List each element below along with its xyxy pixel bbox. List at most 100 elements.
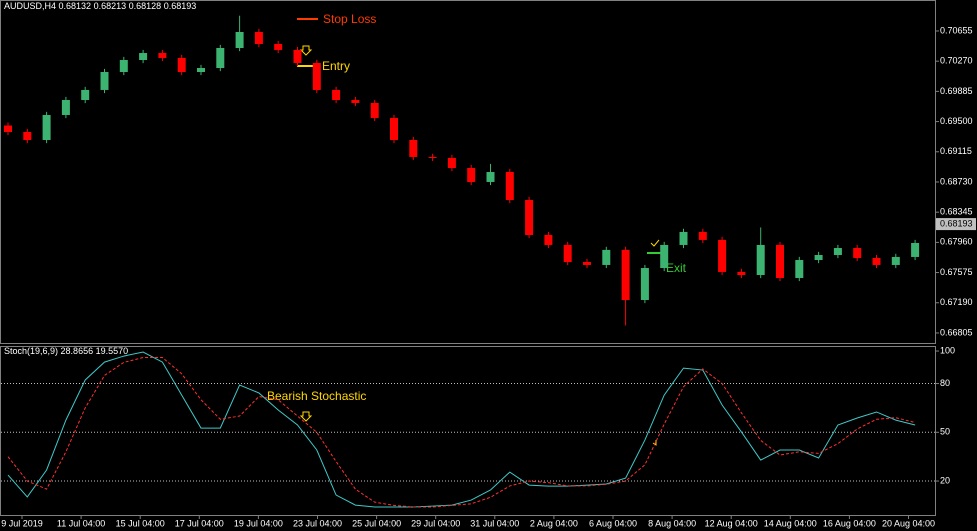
- candle-body: [679, 231, 688, 245]
- y-tick-label: 0.69115: [940, 146, 972, 156]
- candle-body: [544, 234, 553, 245]
- x-tick-label: 12 Aug 04:00: [705, 518, 758, 528]
- y-tick-label: 20: [940, 475, 950, 485]
- candle-body: [467, 168, 476, 182]
- x-tick-label: 14 Aug 04:00: [764, 518, 817, 528]
- x-tick-label: 23 Jul 04:00: [293, 518, 342, 528]
- stoch-header: Stoch(19,6,9) 28.8656 19.5570: [4, 346, 128, 356]
- candle-body: [139, 53, 148, 61]
- y-tick-label: 0.69500: [940, 116, 973, 126]
- x-tick-label: 25 Jul 04:00: [352, 518, 401, 528]
- symbol: AUDUSD,H4: [4, 1, 56, 11]
- candle-body: [428, 156, 437, 158]
- x-tick-label: 9 Jul 2019: [1, 518, 43, 528]
- candle-body: [216, 48, 225, 69]
- candle-body: [370, 102, 379, 118]
- candle-body: [42, 114, 51, 141]
- candle-body: [254, 32, 263, 45]
- y-tick-label: 0.68345: [940, 207, 973, 217]
- y-tick-label: 0.68730: [940, 176, 973, 186]
- candle-body: [332, 89, 341, 101]
- candle-body: [235, 32, 244, 49]
- price-box: [936, 218, 976, 231]
- candle-body: [698, 231, 707, 240]
- y-tick-label: 50: [940, 427, 950, 437]
- stop-loss-label: Stop Loss: [323, 12, 376, 26]
- candle-body: [177, 57, 186, 73]
- candle-body: [351, 100, 360, 103]
- candle-body: [891, 256, 900, 265]
- exit-check: [650, 239, 660, 247]
- x-tick-label: 20 Aug 04:00: [882, 518, 935, 528]
- candle-body: [390, 117, 398, 141]
- y-tick-label: 0.70655: [940, 25, 973, 35]
- stoch-panel: [0, 346, 936, 516]
- candle-body: [833, 248, 842, 255]
- y-tick-label: 0.70270: [940, 56, 973, 66]
- candle-body: [853, 248, 862, 258]
- candle-body: [640, 268, 649, 301]
- x-tick-label: 31 Jul 04:00: [470, 518, 519, 528]
- stoch-main: 28.8656: [61, 346, 94, 356]
- candle-body: [621, 249, 630, 301]
- stoch-title: Stoch(19,6,9): [4, 346, 58, 356]
- candle-body: [525, 200, 534, 235]
- stoch-arrow: [299, 411, 313, 422]
- x-tick-label: 15 Jul 04:00: [116, 518, 165, 528]
- candle-body: [119, 60, 128, 73]
- candle-body: [602, 249, 611, 265]
- candle-body: [4, 125, 12, 133]
- x-tick-label: 8 Aug 04:00: [648, 518, 696, 528]
- candle-body: [81, 89, 90, 101]
- candle-body: [293, 49, 302, 63]
- candle-body: [583, 261, 591, 265]
- candle-body: [756, 244, 765, 275]
- candle-body: [312, 62, 321, 90]
- candle-body: [911, 242, 920, 257]
- candle-body: [563, 244, 572, 262]
- candle-body: [23, 132, 32, 141]
- y-tick-label: 0.67960: [940, 237, 973, 247]
- bearish-stoch-label: Bearish Stochastic: [267, 389, 366, 403]
- x-tick-label: 19 Jul 04:00: [234, 518, 283, 528]
- open: 0.68132: [59, 1, 92, 11]
- candle-body: [100, 72, 109, 90]
- candle-body: [718, 239, 727, 272]
- candle-body: [737, 271, 746, 275]
- x-tick-label: 11 Jul 04:00: [57, 518, 105, 528]
- high: 0.68213: [94, 1, 127, 11]
- y-tick-label: 0.67575: [940, 267, 973, 277]
- entry-label: Entry: [322, 59, 350, 73]
- y-tick-label: 100: [940, 345, 955, 355]
- x-tick-label: 16 Aug 04:00: [823, 518, 876, 528]
- candle-body: [872, 257, 881, 265]
- stoch-signal: 19.5570: [96, 346, 129, 356]
- entry-arrow: [299, 45, 313, 56]
- candle-body: [660, 244, 669, 269]
- y-tick-label: 0.66805: [940, 327, 973, 337]
- candle-body: [814, 254, 823, 261]
- candle-body: [61, 100, 70, 115]
- candle-body: [776, 244, 784, 278]
- candle-body: [274, 44, 283, 50]
- exit-label: Exit: [666, 261, 687, 275]
- candle-body: [158, 53, 167, 58]
- candle-body: [795, 260, 804, 278]
- low: 0.68128: [129, 1, 162, 11]
- candle-body: [486, 172, 495, 182]
- candle-body: [447, 157, 456, 169]
- price-box-label: 0.68193: [940, 218, 973, 228]
- stoch-line: [7, 351, 916, 508]
- stoch-cross-mark: [652, 440, 657, 446]
- chart-header: AUDUSD,H4 0.68132 0.68213 0.68128 0.6819…: [4, 1, 196, 11]
- y-tick-label: 0.69885: [940, 86, 973, 96]
- candle-body: [197, 68, 205, 73]
- y-tick-label: 0.67190: [940, 297, 973, 307]
- close: 0.68193: [164, 1, 197, 11]
- x-tick-label: 29 Jul 04:00: [411, 518, 460, 528]
- x-tick-label: 6 Aug 04:00: [589, 518, 637, 528]
- price-panel: [0, 0, 936, 344]
- candle-body: [409, 140, 418, 157]
